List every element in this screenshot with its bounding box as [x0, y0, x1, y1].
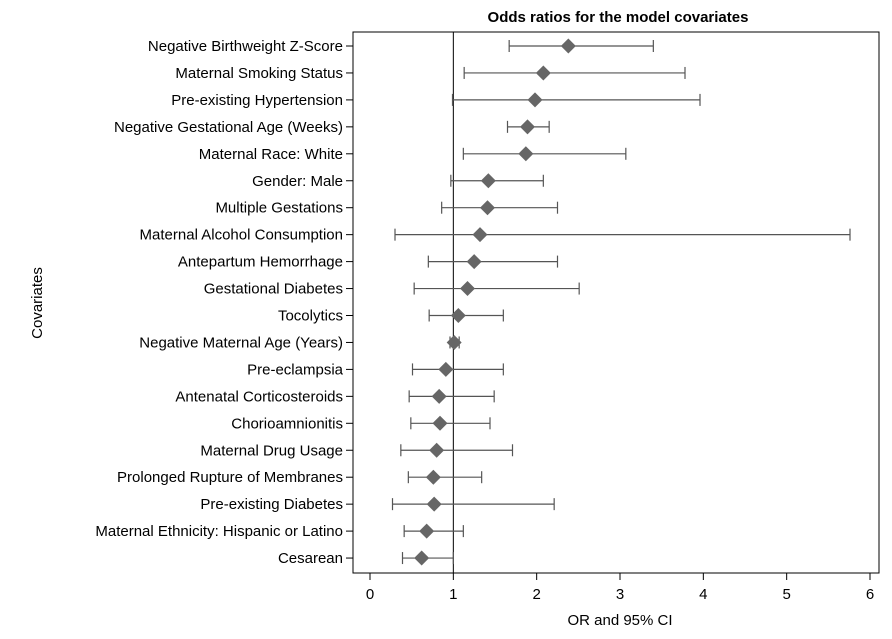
or-diamond-marker	[527, 92, 543, 108]
or-diamond-marker	[431, 388, 447, 404]
forest-row: Pre-existing Hypertension	[171, 92, 701, 109]
forest-row: Maternal Race: White	[199, 146, 627, 163]
x-tick-label: 1	[449, 586, 457, 603]
category-label: Maternal Drug Usage	[200, 442, 343, 459]
or-diamond-marker	[480, 200, 495, 216]
or-diamond-marker	[520, 119, 535, 135]
forest-row: Maternal Ethnicity: Hispanic or Latino	[95, 523, 464, 540]
category-label: Prolonged Rupture of Membranes	[117, 469, 343, 486]
category-label: Antenatal Corticosteroids	[175, 388, 343, 405]
forest-row: Maternal Drug Usage	[200, 442, 514, 459]
or-diamond-marker	[438, 361, 454, 377]
forest-row: Tocolytics	[278, 308, 504, 325]
or-diamond-marker	[414, 550, 430, 566]
x-tick-label: 4	[699, 586, 707, 603]
x-tick-label: 2	[532, 586, 540, 603]
category-label: Pre-eclampsia	[247, 361, 344, 378]
x-axis: 0 1 2 3 4 5 6	[366, 573, 874, 603]
or-diamond-marker	[450, 308, 466, 323]
forest-row: Negative Maternal Age (Years)	[139, 334, 462, 351]
x-axis-label: OR and 95% CI	[567, 612, 672, 629]
category-label: Tocolytics	[278, 308, 343, 325]
category-label: Gender: Male	[252, 173, 343, 190]
or-diamond-marker	[419, 523, 435, 539]
or-diamond-marker	[446, 334, 462, 350]
x-tick-label: 3	[616, 586, 624, 603]
or-diamond-marker	[460, 281, 475, 297]
category-label: Antepartum Hemorrhage	[178, 254, 343, 271]
forest-row: Antepartum Hemorrhage	[178, 254, 559, 271]
category-label: Maternal Alcohol Consumption	[140, 227, 343, 244]
category-label: Negative Maternal Age (Years)	[139, 334, 343, 351]
category-label: Pre-existing Diabetes	[200, 496, 343, 513]
or-diamond-marker	[432, 415, 448, 431]
category-label: Cesarean	[278, 550, 343, 567]
y-axis-label: Covariates	[29, 267, 46, 339]
forest-row: Chorioamnionitis	[231, 415, 491, 432]
or-diamond-marker	[535, 65, 551, 81]
or-diamond-marker	[480, 173, 496, 189]
forest-row: Negative Birthweight Z-Score	[148, 38, 654, 55]
category-label: Maternal Race: White	[199, 146, 343, 163]
or-diamond-marker	[425, 469, 441, 485]
or-diamond-marker	[429, 442, 445, 458]
or-diamond-marker	[560, 38, 576, 54]
or-diamond-marker	[426, 496, 442, 512]
forest-row: Maternal Smoking Status	[175, 65, 686, 82]
category-label: Chorioamnionitis	[231, 415, 343, 432]
category-label: Maternal Ethnicity: Hispanic or Latino	[95, 523, 343, 540]
category-label: Pre-existing Hypertension	[171, 92, 343, 109]
x-tick-label: 5	[782, 586, 790, 603]
x-tick-label: 0	[366, 586, 374, 603]
forest-row: Negative Gestational Age (Weeks)	[114, 119, 550, 136]
forest-row: Antenatal Corticosteroids	[175, 388, 495, 405]
or-diamond-marker	[466, 254, 482, 270]
category-label: Maternal Smoking Status	[175, 65, 343, 82]
forest-row: Cesarean	[278, 550, 454, 567]
rows-layer: Negative Birthweight Z-Score Maternal Smo…	[95, 38, 851, 567]
forest-row: Pre-existing Diabetes	[200, 496, 555, 513]
category-label: Gestational Diabetes	[204, 281, 343, 298]
or-diamond-marker	[518, 146, 534, 162]
forest-row: Gender: Male	[252, 173, 544, 190]
or-diamond-marker	[472, 227, 488, 243]
category-label: Negative Birthweight Z-Score	[148, 38, 343, 55]
category-label: Multiple Gestations	[215, 200, 343, 217]
forest-row: Prolonged Rupture of Membranes	[117, 469, 483, 486]
forest-row: Multiple Gestations	[215, 200, 559, 217]
forest-row: Gestational Diabetes	[204, 281, 580, 298]
forest-row: Pre-eclampsia	[247, 361, 504, 378]
category-label: Negative Gestational Age (Weeks)	[114, 119, 343, 136]
x-tick-label: 6	[866, 586, 874, 603]
forest-row: Maternal Alcohol Consumption	[140, 227, 851, 244]
plot-frame	[352, 31, 880, 574]
chart-title: Odds ratios for the model covariates	[488, 9, 749, 26]
